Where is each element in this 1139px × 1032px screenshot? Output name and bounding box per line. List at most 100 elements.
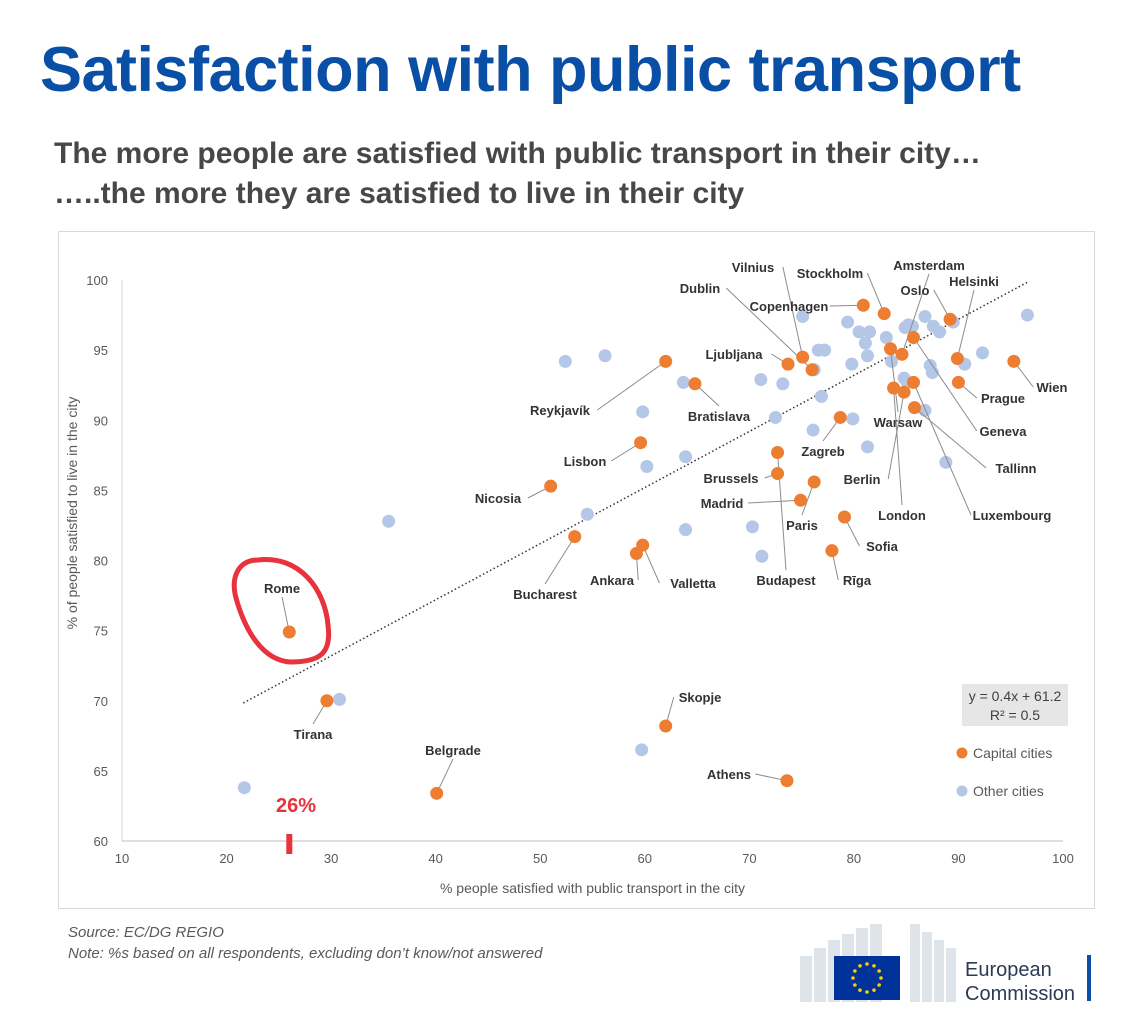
capital-city-point — [688, 377, 702, 391]
capital-city-point — [568, 530, 582, 544]
notes: Source: EC/DG REGIO Note: %s based on al… — [68, 922, 542, 964]
label-leader-line — [866, 272, 885, 314]
other-city-point — [818, 343, 832, 357]
city-label: Dublin — [680, 281, 720, 296]
annotation-label: 26% — [276, 795, 316, 817]
city-label: Athens — [707, 767, 751, 782]
capital-city-point — [659, 354, 673, 368]
other-city-point — [814, 389, 828, 403]
capital-city-point — [1007, 354, 1021, 368]
other-city-point — [679, 450, 693, 464]
other-city-point — [636, 405, 650, 419]
eu-star-icon — [872, 964, 876, 968]
logo-bar — [1087, 955, 1091, 1001]
eu-star-icon — [853, 983, 857, 987]
city-label: Bucharest — [513, 587, 577, 602]
other-city-point — [858, 336, 872, 350]
other-city-point — [635, 743, 649, 757]
y-tick-label: 65 — [94, 764, 108, 779]
trendline — [242, 281, 1029, 704]
capital-city-point — [636, 538, 650, 552]
capital-city-point — [430, 786, 444, 800]
other-city-point — [918, 309, 932, 323]
capital-city-point — [771, 446, 785, 460]
method-note: Note: %s based on all respondents, exclu… — [68, 945, 543, 962]
other-city-point — [860, 349, 874, 363]
label-leader-line — [889, 348, 899, 413]
x-tick-label: 80 — [847, 851, 861, 866]
capital-city-point — [805, 363, 819, 377]
label-leader-line — [901, 273, 930, 355]
city-label: Prague — [981, 391, 1025, 406]
x-tick-label: 30 — [324, 851, 338, 866]
highlight-circle — [231, 557, 332, 665]
city-label: Bratislava — [688, 409, 751, 424]
capital-city-point — [906, 375, 920, 389]
label-leader-line — [597, 360, 666, 411]
city-label: Valletta — [670, 576, 716, 591]
other-city-point — [863, 325, 877, 339]
logo-text: European Commission — [965, 958, 1075, 1006]
capital-city-point — [908, 401, 922, 415]
capital-city-point — [883, 342, 897, 356]
city-label: Paris — [786, 518, 818, 533]
eu-star-icon — [865, 990, 869, 994]
other-city-point — [558, 354, 572, 368]
european-commission-logo — [800, 924, 956, 1002]
eu-star-icon — [879, 976, 883, 980]
other-city-point — [1020, 308, 1034, 322]
city-label: Zagreb — [801, 444, 844, 459]
other-city-point — [933, 325, 947, 339]
capital-city-point — [951, 375, 965, 389]
city-label: Rome — [264, 581, 300, 596]
city-label: Ankara — [590, 573, 635, 588]
city-label: Helsinki — [949, 274, 999, 289]
other-city-point — [640, 460, 654, 474]
city-label: Tallinn — [996, 461, 1037, 476]
source-note: Source: EC/DG REGIO — [68, 924, 224, 941]
label-leader-line — [544, 536, 576, 585]
city-label: Berlin — [844, 472, 881, 487]
logo-text-line2: Commission — [965, 983, 1076, 1005]
city-label: Vilnius — [732, 260, 774, 275]
subtitle: The more people are satisfied with publi… — [54, 134, 981, 214]
eu-star-icon — [858, 988, 862, 992]
other-city-point — [776, 377, 790, 391]
y-tick-label: 100 — [86, 273, 108, 288]
subtitle-line-1: The more people are satisfied with publi… — [54, 137, 981, 170]
other-city-point — [860, 440, 874, 454]
city-label: Luxembourg — [973, 508, 1052, 523]
capital-city-point — [895, 347, 909, 361]
legend-other-marker — [956, 785, 968, 797]
other-city-point — [841, 315, 855, 329]
trendline-equation: y = 0.4x + 61.2 — [969, 688, 1062, 704]
x-tick-label: 50 — [533, 851, 547, 866]
label-leader-line — [642, 544, 660, 584]
other-city-point — [905, 319, 919, 333]
other-city-point — [845, 357, 859, 371]
x-tick-label: 10 — [115, 851, 129, 866]
eu-star-icon — [877, 983, 881, 987]
capital-city-point — [780, 774, 794, 788]
x-tick-label: 40 — [428, 851, 442, 866]
city-label: Budapest — [756, 573, 816, 588]
other-city-point — [237, 781, 251, 795]
city-label: Rīga — [843, 573, 872, 588]
other-city-point — [754, 373, 768, 387]
label-leader-line — [887, 392, 905, 480]
label-leader-line — [893, 387, 903, 506]
other-city-point — [852, 325, 866, 339]
city-label: Madrid — [701, 496, 744, 511]
legend-other-label: Other cities — [973, 783, 1044, 799]
label-leader-line — [956, 289, 975, 359]
label-leader-line — [913, 382, 972, 516]
capital-city-point — [771, 467, 785, 481]
chart-frame — [58, 231, 1095, 909]
city-label: Brussels — [704, 471, 759, 486]
city-label: Copenhagen — [750, 299, 829, 314]
label-leader-line — [782, 266, 804, 358]
city-label: Wien — [1037, 380, 1068, 395]
city-label: Amsterdam — [893, 258, 965, 273]
subtitle-line-2: …..the more they are satisfied to live i… — [54, 177, 745, 210]
